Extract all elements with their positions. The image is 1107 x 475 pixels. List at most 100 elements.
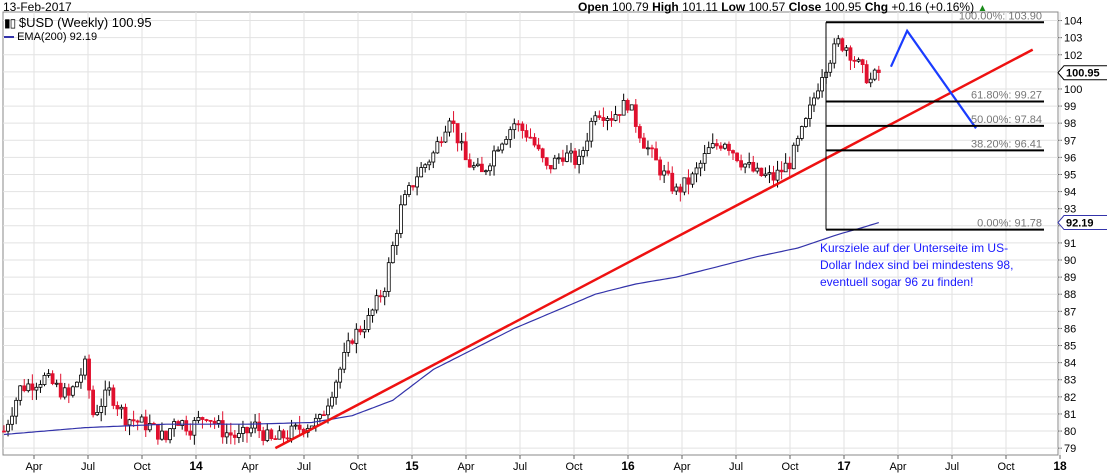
- y-tick-label: 81: [1064, 409, 1076, 421]
- candle-body: [407, 185, 411, 195]
- candle-body: [512, 123, 517, 131]
- candle-body: [87, 358, 91, 391]
- candle-body: [864, 64, 869, 84]
- x-tick-label: Oct: [349, 461, 366, 473]
- plot-frame: [2, 11, 1059, 456]
- candle-body: [261, 430, 266, 441]
- candle-body: [860, 59, 865, 65]
- candle-body: [70, 386, 75, 396]
- candle-body: [698, 162, 703, 169]
- x-tick-label: Jul: [81, 461, 95, 473]
- y-tick-label: 83: [1064, 375, 1076, 387]
- candle-body: [637, 126, 642, 139]
- close-value: 100.95: [824, 0, 862, 14]
- support-trendline: [274, 48, 1034, 450]
- candle-body: [249, 427, 253, 434]
- candle-body: [735, 152, 739, 162]
- candle-body: [528, 136, 533, 139]
- candle-body: [50, 373, 55, 384]
- y-tick-label: 100: [1064, 84, 1082, 96]
- y-tick-label: 85: [1064, 341, 1076, 353]
- candle-body: [876, 69, 881, 73]
- y-tick-label: 95: [1064, 169, 1076, 181]
- candle-body: [467, 159, 472, 168]
- candle-body: [204, 419, 209, 421]
- candle-body: [577, 155, 581, 165]
- candle-body: [358, 328, 363, 333]
- candle-body: [791, 144, 796, 170]
- candle-body: [188, 430, 193, 436]
- candle-body: [727, 143, 731, 151]
- candle-body: [852, 59, 857, 62]
- candle-body: [642, 137, 646, 149]
- x-tick-label: Jul: [945, 461, 959, 473]
- low-label: Low: [721, 0, 746, 14]
- candle-body: [484, 170, 488, 173]
- candle-body: [475, 163, 480, 167]
- ema-price-tag-box: [1057, 215, 1107, 231]
- candle-body: [771, 172, 776, 181]
- candle-body: [731, 150, 735, 154]
- triangle-up-icon: ▲: [977, 3, 988, 14]
- candle-body: [471, 165, 476, 168]
- y-tick-label: 94: [1064, 187, 1076, 199]
- candle-body: [690, 173, 695, 185]
- candle-body: [14, 399, 19, 417]
- candle-body: [532, 137, 537, 146]
- candle-body: [812, 97, 816, 106]
- candle-body: [253, 421, 258, 429]
- candle-body: [763, 173, 768, 177]
- x-tick-label: Oct: [133, 461, 150, 473]
- candle-body: [828, 62, 833, 73]
- date-label: 13-Feb-2017: [3, 0, 72, 14]
- x-tick-label: Oct: [997, 461, 1014, 473]
- y-tick-label: 84: [1064, 358, 1076, 370]
- candle-body: [561, 157, 565, 162]
- candle-body: [463, 141, 468, 161]
- candle-body: [670, 172, 675, 192]
- candle-body: [330, 396, 334, 407]
- candle-body: [164, 430, 168, 441]
- y-tick-label: 104: [1064, 16, 1082, 28]
- candle-body: [75, 381, 79, 388]
- candle-body: [439, 141, 444, 144]
- candle-body: [613, 114, 618, 121]
- candle-body: [629, 104, 634, 111]
- candle-body: [236, 433, 241, 438]
- candle-body: [496, 149, 501, 152]
- candle-body: [787, 162, 792, 170]
- candle-body: [281, 430, 286, 439]
- candle-body: [386, 262, 391, 292]
- candle-body: [115, 405, 120, 410]
- y-tick-label: 96: [1064, 152, 1076, 164]
- candle-body: [216, 420, 221, 424]
- candle-body: [83, 358, 87, 376]
- ema-legend-swatch: [4, 36, 14, 39]
- candle-body: [342, 352, 347, 370]
- candle-body: [119, 406, 124, 410]
- candle-body: [415, 176, 420, 188]
- candle-body: [34, 386, 39, 391]
- candle-body: [277, 430, 282, 440]
- candle-body: [504, 139, 509, 145]
- candle-body: [322, 414, 326, 417]
- candle-body: [694, 167, 699, 175]
- candle-body: [840, 38, 845, 51]
- candle-body: [848, 47, 853, 61]
- candle-body: [58, 382, 63, 398]
- candle-body: [208, 419, 213, 422]
- x-tick-label: Apr: [457, 461, 474, 473]
- candle-body: [184, 420, 189, 432]
- candle-body: [155, 423, 160, 440]
- high-value: 101.11: [682, 0, 718, 14]
- candle-body: [220, 420, 225, 438]
- candle-body: [621, 99, 626, 116]
- candle-body: [79, 374, 83, 383]
- candle-body: [362, 328, 367, 333]
- symbol-legend: ▮▯ $USD (Weekly) 100.95: [4, 15, 152, 30]
- symbol-legend-text: $USD (Weekly) 100.95: [18, 15, 152, 30]
- candle-body: [654, 148, 658, 161]
- ema-line: [3, 222, 879, 436]
- y-tick-label: 99: [1064, 101, 1076, 113]
